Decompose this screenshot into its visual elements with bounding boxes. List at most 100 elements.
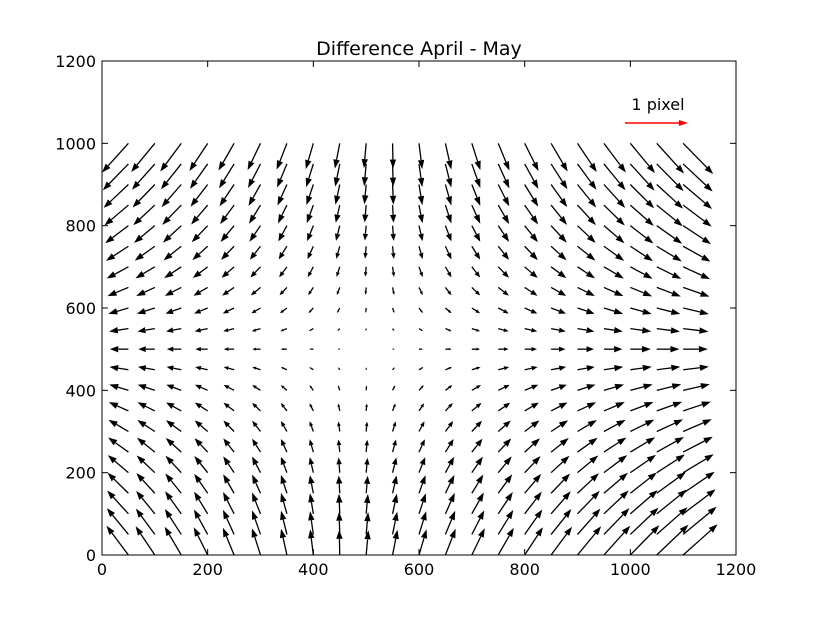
vector-arrow <box>550 365 567 371</box>
vector-arrow <box>223 420 235 432</box>
vector-arrow <box>471 474 484 494</box>
vector-arrow <box>444 287 452 296</box>
vector-arrow <box>336 511 343 535</box>
vector-arrow <box>194 307 208 314</box>
vector-arrow <box>189 163 209 189</box>
vector-arrow <box>252 438 262 453</box>
vector-arrow <box>334 204 341 223</box>
vector-arrow <box>133 204 156 226</box>
vector-arrow <box>223 366 235 371</box>
vector-arrow <box>656 245 682 262</box>
vector-arrow <box>391 511 399 535</box>
vector-arrow <box>248 204 262 224</box>
vector-arrow <box>524 245 538 261</box>
vector-arrow <box>444 225 452 242</box>
vector-arrow <box>444 528 456 555</box>
vector-arrow <box>336 287 341 295</box>
vector-arrow <box>165 491 182 515</box>
vector-arrow <box>363 475 371 494</box>
vector-arrow <box>471 492 484 515</box>
vector-arrow <box>471 327 481 332</box>
vector-arrow <box>683 383 710 391</box>
vector-arrow <box>249 225 262 242</box>
vector-arrow <box>194 402 209 412</box>
vector-arrow <box>138 365 155 372</box>
vector-arrow <box>391 493 399 514</box>
vector-arrow <box>603 419 626 433</box>
vector-arrow <box>418 421 425 432</box>
vector-arrow <box>131 163 156 190</box>
vector-arrow <box>418 307 423 314</box>
vector-arrow <box>630 383 653 391</box>
vector-arrow <box>252 420 262 432</box>
vector-arrow <box>336 439 342 453</box>
vector-arrow <box>166 365 182 371</box>
vector-arrow <box>220 225 235 243</box>
vector-arrow <box>136 455 156 474</box>
vector-arrow <box>336 457 342 473</box>
vector-arrow <box>550 163 568 190</box>
vector-arrow <box>630 402 654 412</box>
vector-arrow <box>656 142 685 174</box>
vector-arrow <box>497 307 509 314</box>
vector-arrow <box>603 525 631 555</box>
vector-arrow <box>682 506 717 535</box>
vector-arrow <box>497 163 510 189</box>
vector-arrow <box>336 493 343 514</box>
vector-arrow <box>603 490 629 515</box>
vector-arrow <box>279 307 288 314</box>
vector-arrow <box>629 507 659 535</box>
vector-arrow <box>280 385 288 391</box>
vector-arrow <box>135 526 156 555</box>
vector-arrow <box>164 526 182 555</box>
vector-arrow <box>524 204 539 225</box>
vector-arrow <box>223 384 235 391</box>
vector-arrow <box>629 225 654 244</box>
vector-arrow <box>471 347 481 351</box>
vector-arrow <box>194 438 209 453</box>
vector-arrow <box>166 402 182 412</box>
vector-arrow <box>223 492 235 515</box>
vector-arrow <box>102 142 129 173</box>
vector-arrow <box>577 327 595 334</box>
vector-arrow <box>309 367 314 371</box>
vector-arrow <box>497 286 509 296</box>
vector-arrow <box>102 163 103 165</box>
vector-arrow <box>418 529 428 555</box>
vector-arrow <box>108 437 129 453</box>
vector-arrow <box>682 489 716 515</box>
vector-arrow <box>471 184 481 206</box>
vector-arrow <box>362 225 369 241</box>
vector-arrow <box>223 474 235 494</box>
vector-arrow <box>497 225 510 243</box>
vector-arrow <box>682 436 713 453</box>
vector-arrow <box>656 364 681 372</box>
vector-arrow <box>603 437 627 453</box>
vector-arrow <box>683 307 709 316</box>
vector-arrow <box>550 184 568 208</box>
vector-arrow <box>577 402 597 412</box>
vector-arrow <box>109 345 129 353</box>
vector-arrow <box>445 367 453 371</box>
vector-arrow <box>629 142 655 174</box>
vector-arrow <box>308 493 315 514</box>
vector-arrow <box>164 266 182 279</box>
vector-arrow <box>280 403 288 412</box>
vector-arrow <box>577 384 596 391</box>
vector-arrow <box>444 204 452 224</box>
vector-arrow <box>391 421 397 432</box>
vector-arrow <box>471 438 483 453</box>
vector-arrow <box>603 345 623 353</box>
vector-arrow <box>307 225 314 242</box>
vector-arrow <box>524 509 543 535</box>
vector-arrow <box>471 402 482 412</box>
vector-arrow <box>280 421 288 432</box>
vector-arrow <box>309 348 314 350</box>
vector-arrow <box>524 184 539 207</box>
vector-arrow <box>308 475 315 494</box>
vector-arrow <box>364 457 370 473</box>
vector-arrow <box>577 266 596 279</box>
vector-arrow <box>306 184 314 206</box>
vector-arrow <box>108 402 129 412</box>
vector-arrow <box>337 403 341 412</box>
